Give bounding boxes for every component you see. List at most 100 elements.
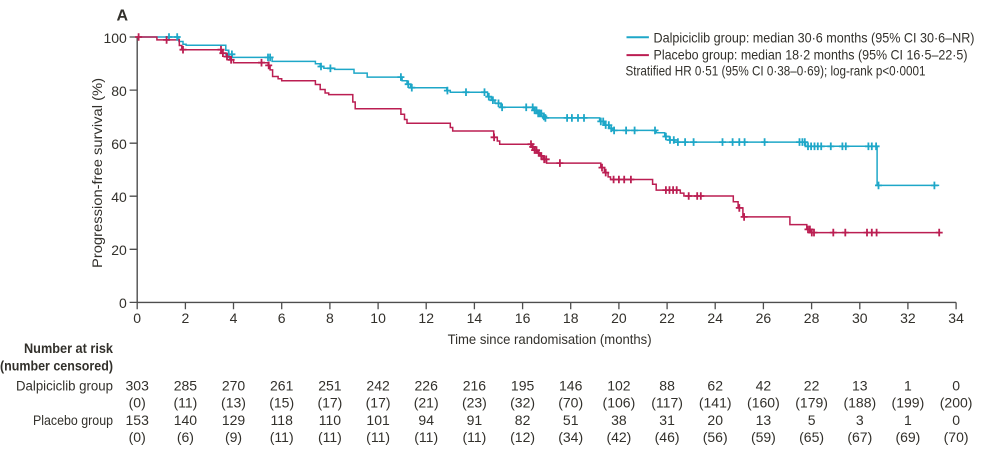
svg-text:6: 6 xyxy=(278,310,286,326)
svg-text:0: 0 xyxy=(952,377,960,393)
svg-text:1: 1 xyxy=(904,412,912,428)
svg-text:(117): (117) xyxy=(651,395,683,411)
svg-text:(23): (23) xyxy=(462,395,487,411)
svg-text:12: 12 xyxy=(418,310,434,326)
svg-text:(11): (11) xyxy=(173,395,197,411)
svg-text:88: 88 xyxy=(659,377,675,393)
svg-text:(69): (69) xyxy=(895,429,920,445)
svg-text:(59): (59) xyxy=(751,429,776,445)
svg-text:(160): (160) xyxy=(747,395,780,411)
svg-text:(42): (42) xyxy=(606,429,631,445)
svg-text:0: 0 xyxy=(119,295,127,311)
svg-text:38: 38 xyxy=(611,412,627,428)
svg-text:270: 270 xyxy=(222,377,246,393)
svg-text:Progression-free survival (%): Progression-free survival (%) xyxy=(89,78,105,268)
svg-text:(56): (56) xyxy=(703,429,728,445)
svg-text:28: 28 xyxy=(804,310,820,326)
svg-text:129: 129 xyxy=(222,412,246,428)
svg-text:24: 24 xyxy=(707,310,723,326)
svg-text:0: 0 xyxy=(952,412,960,428)
svg-text:18: 18 xyxy=(563,310,579,326)
svg-text:1: 1 xyxy=(904,377,912,393)
svg-text:(9): (9) xyxy=(225,429,242,445)
svg-text:(70): (70) xyxy=(944,429,969,445)
svg-text:(65): (65) xyxy=(799,429,824,445)
svg-text:26: 26 xyxy=(756,310,772,326)
svg-text:(141): (141) xyxy=(699,395,732,411)
svg-text:102: 102 xyxy=(607,377,631,393)
svg-text:Number at risk: Number at risk xyxy=(24,341,113,356)
svg-text:Time since randomisation (mont: Time since randomisation (months) xyxy=(448,331,652,347)
svg-text:285: 285 xyxy=(174,377,198,393)
svg-text:Dalpiciclib group: median 30·6: Dalpiciclib group: median 30·6 months (9… xyxy=(654,30,975,46)
svg-text:A: A xyxy=(117,7,129,24)
svg-text:62: 62 xyxy=(707,377,723,393)
svg-text:(21): (21) xyxy=(414,395,439,411)
svg-text:Placebo group: Placebo group xyxy=(33,413,113,428)
svg-text:(17): (17) xyxy=(317,395,342,411)
svg-text:251: 251 xyxy=(318,377,342,393)
svg-text:Placebo group: median 18·2 mon: Placebo group: median 18·2 months (95% C… xyxy=(654,47,968,63)
svg-text:Stratified HR 0·51 (95% CI 0·3: Stratified HR 0·51 (95% CI 0·38–0·69); l… xyxy=(626,63,926,79)
svg-text:20: 20 xyxy=(111,242,127,258)
svg-text:261: 261 xyxy=(270,377,294,393)
svg-text:118: 118 xyxy=(271,412,294,428)
svg-text:110: 110 xyxy=(319,412,342,428)
svg-text:22: 22 xyxy=(804,377,820,393)
svg-text:100: 100 xyxy=(103,30,127,46)
svg-text:(106): (106) xyxy=(603,395,636,411)
svg-text:22: 22 xyxy=(659,310,675,326)
svg-text:(32): (32) xyxy=(510,395,535,411)
svg-text:(11): (11) xyxy=(462,429,486,445)
svg-text:20: 20 xyxy=(707,412,723,428)
svg-text:(34): (34) xyxy=(558,429,583,445)
svg-text:(0): (0) xyxy=(129,395,146,411)
svg-text:(11): (11) xyxy=(414,429,438,445)
svg-text:(67): (67) xyxy=(847,429,872,445)
svg-text:94: 94 xyxy=(418,412,434,428)
svg-text:(11): (11) xyxy=(318,429,342,445)
svg-text:14: 14 xyxy=(467,310,483,326)
svg-text:242: 242 xyxy=(366,377,390,393)
svg-text:(11): (11) xyxy=(270,429,294,445)
svg-text:(200): (200) xyxy=(940,395,973,411)
svg-text:Dalpiciclib group: Dalpiciclib group xyxy=(16,378,113,393)
svg-text:82: 82 xyxy=(515,412,531,428)
svg-text:(11): (11) xyxy=(366,429,390,445)
svg-text:42: 42 xyxy=(756,377,772,393)
svg-text:(15): (15) xyxy=(269,395,294,411)
svg-text:303: 303 xyxy=(126,377,150,393)
svg-text:40: 40 xyxy=(111,189,127,205)
svg-text:(number censored): (number censored) xyxy=(0,359,113,374)
svg-text:226: 226 xyxy=(415,377,439,393)
svg-text:51: 51 xyxy=(563,412,579,428)
svg-text:216: 216 xyxy=(463,377,487,393)
svg-text:3: 3 xyxy=(856,412,864,428)
svg-text:0: 0 xyxy=(133,310,141,326)
svg-text:(17): (17) xyxy=(366,395,391,411)
svg-text:195: 195 xyxy=(511,377,535,393)
svg-text:30: 30 xyxy=(852,310,868,326)
svg-text:4: 4 xyxy=(230,310,238,326)
svg-text:(70): (70) xyxy=(558,395,583,411)
svg-text:10: 10 xyxy=(370,310,386,326)
svg-text:2: 2 xyxy=(182,310,190,326)
svg-text:(199): (199) xyxy=(892,395,925,411)
svg-text:20: 20 xyxy=(611,310,627,326)
svg-text:34: 34 xyxy=(948,310,964,326)
svg-text:91: 91 xyxy=(467,412,483,428)
svg-text:140: 140 xyxy=(174,412,198,428)
svg-text:101: 101 xyxy=(366,412,390,428)
svg-text:31: 31 xyxy=(659,412,675,428)
svg-text:8: 8 xyxy=(326,310,334,326)
svg-text:16: 16 xyxy=(515,310,531,326)
svg-text:60: 60 xyxy=(111,136,127,152)
svg-text:(13): (13) xyxy=(221,395,246,411)
svg-text:13: 13 xyxy=(756,412,772,428)
svg-text:146: 146 xyxy=(559,377,583,393)
svg-text:32: 32 xyxy=(900,310,916,326)
svg-text:(6): (6) xyxy=(177,429,194,445)
svg-text:(179): (179) xyxy=(795,395,828,411)
svg-text:5: 5 xyxy=(808,412,816,428)
svg-text:(46): (46) xyxy=(655,429,680,445)
